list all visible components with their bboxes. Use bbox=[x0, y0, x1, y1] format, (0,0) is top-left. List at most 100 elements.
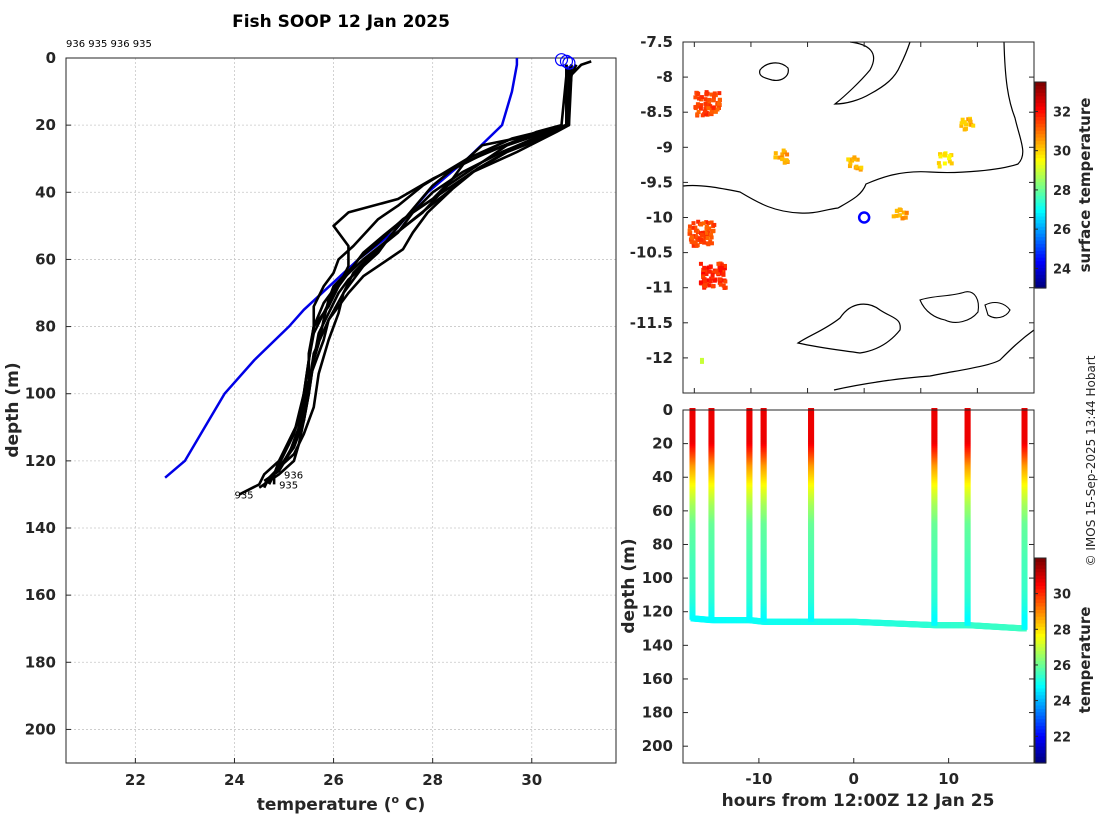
map-colorbar-segment bbox=[1035, 215, 1046, 220]
sst-pixel bbox=[696, 109, 701, 114]
cast-point bbox=[689, 470, 696, 475]
cast-point bbox=[746, 593, 753, 598]
cast-point bbox=[964, 458, 971, 463]
sst-pixel bbox=[687, 224, 692, 229]
section-colorbar-segment bbox=[1035, 650, 1046, 655]
cast-point bbox=[689, 535, 696, 540]
cast-point bbox=[1021, 611, 1028, 616]
cast-point bbox=[746, 601, 753, 606]
cast-point bbox=[808, 422, 815, 427]
cast-point bbox=[964, 424, 971, 429]
cast-point bbox=[760, 422, 767, 427]
cast-point bbox=[689, 555, 696, 560]
cast-point bbox=[689, 420, 696, 425]
sst-pixel bbox=[716, 261, 721, 266]
cast-point bbox=[746, 462, 753, 467]
map-colorbar: 24 26 28 30 32 bbox=[1034, 81, 1071, 289]
cast-point bbox=[964, 593, 971, 598]
cast-point bbox=[1021, 464, 1028, 469]
cast-point bbox=[746, 496, 753, 501]
cast-point bbox=[1021, 569, 1028, 574]
cast-point bbox=[689, 428, 696, 433]
cast-point bbox=[808, 535, 815, 540]
cast-point bbox=[1021, 502, 1028, 507]
cast-point bbox=[708, 474, 715, 479]
sst-pixel bbox=[701, 221, 706, 226]
cast-point bbox=[746, 500, 753, 505]
y-tick-label: 100 bbox=[25, 385, 56, 403]
section-colorbar-segment bbox=[1035, 585, 1046, 590]
map-colorbar-segment bbox=[1035, 281, 1046, 286]
cast-point bbox=[931, 520, 938, 525]
cast-point bbox=[1021, 468, 1028, 473]
cast-point bbox=[708, 579, 715, 584]
sst-pixel bbox=[701, 270, 706, 275]
cast-point bbox=[964, 577, 971, 582]
sst-pixel bbox=[894, 213, 899, 218]
cast-point bbox=[689, 454, 696, 459]
cast-point bbox=[760, 555, 767, 560]
cast-point bbox=[1021, 456, 1028, 461]
cast-point bbox=[689, 591, 696, 596]
cast-point bbox=[760, 573, 767, 578]
cast-point bbox=[931, 466, 938, 471]
cast-point bbox=[746, 440, 753, 445]
cast-point bbox=[689, 444, 696, 449]
cast-point bbox=[1021, 607, 1028, 612]
cast-point bbox=[964, 410, 971, 415]
cast-point bbox=[708, 470, 715, 475]
sst-pixel bbox=[691, 243, 696, 248]
cast-point bbox=[760, 490, 767, 495]
cast-point bbox=[689, 577, 696, 582]
cast-point bbox=[746, 506, 753, 511]
sst-pixel bbox=[704, 112, 709, 117]
cast-point bbox=[760, 448, 767, 453]
cast-point bbox=[760, 537, 767, 542]
profiles-panel: 22 24 26 28 30 0 20 40 60 80 100 120 140 160 180 200 9… bbox=[3, 12, 617, 815]
cast-point bbox=[964, 494, 971, 499]
sst-pixel bbox=[708, 111, 713, 116]
cast-point bbox=[708, 587, 715, 592]
section-colorbar-segment bbox=[1035, 708, 1046, 713]
sst-pixel bbox=[852, 155, 857, 160]
cast-point bbox=[689, 579, 696, 584]
cast-point bbox=[708, 452, 715, 457]
cast-point bbox=[964, 518, 971, 523]
y-tick-label: 180 bbox=[25, 653, 56, 671]
cast-point bbox=[964, 579, 971, 584]
cast-point bbox=[708, 504, 715, 509]
cast-point bbox=[689, 613, 696, 618]
sst-pixel bbox=[704, 90, 709, 95]
sst-pixel bbox=[937, 164, 942, 169]
cast-point bbox=[964, 434, 971, 439]
cast-point bbox=[1021, 591, 1028, 596]
cast-point bbox=[808, 466, 815, 471]
cast-point bbox=[708, 438, 715, 443]
cast-point bbox=[1021, 430, 1028, 435]
sst-pixel bbox=[708, 104, 713, 109]
cast-point bbox=[746, 617, 753, 622]
sst-pixel bbox=[894, 208, 899, 213]
cast-point bbox=[689, 430, 696, 435]
cast-point bbox=[708, 607, 715, 612]
cast-point bbox=[760, 516, 767, 521]
sst-pixel bbox=[703, 231, 708, 236]
section-colorbar-segment bbox=[1035, 735, 1046, 740]
cast-point bbox=[708, 440, 715, 445]
cast-point bbox=[808, 446, 815, 451]
sst-pixel bbox=[967, 118, 972, 123]
section-axes-box bbox=[682, 409, 1035, 764]
cast-point bbox=[746, 416, 753, 421]
cast-point bbox=[1021, 625, 1028, 630]
cast-point bbox=[964, 599, 971, 604]
section-colorbar-segment bbox=[1035, 599, 1046, 604]
map-colorbar-segment bbox=[1035, 195, 1046, 200]
sst-pixel bbox=[693, 240, 698, 245]
cast-point bbox=[1021, 619, 1028, 624]
cast-point bbox=[760, 484, 767, 489]
cast-point bbox=[689, 468, 696, 473]
cast-point bbox=[746, 575, 753, 580]
cast-point bbox=[708, 498, 715, 503]
cast-point bbox=[689, 490, 696, 495]
map-y-tick-label: -11.5 bbox=[630, 314, 673, 332]
